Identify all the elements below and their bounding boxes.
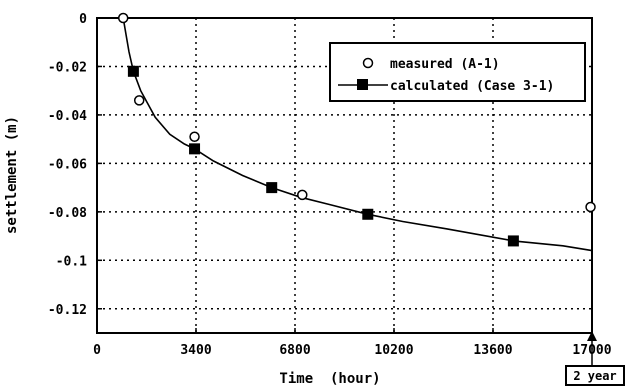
measured-point [585,201,596,213]
legend-calculated-marker [357,79,368,90]
calculated-point [189,143,201,155]
x-tick-label: 10200 [374,343,413,358]
x-tick-label: 0 [93,343,101,358]
calculated-point [266,182,278,194]
x-tick-labels: 0 3400 6800 10200 13600 17000 [93,343,612,358]
y-tick-label: -0.06 [48,157,87,172]
legend-calculated-label: calculated (Case 3-1) [390,79,554,94]
y-tick-label: -0.02 [48,60,87,75]
y-tick-label: -0.04 [48,109,87,124]
measured-point [189,131,200,142]
calculated-point [127,65,139,77]
legend: measured (A-1) calculated (Case 3-1) [329,42,586,102]
legend-box [329,42,586,102]
calculated-point [507,235,519,247]
plot-frame [96,17,593,334]
x-axis-title: Time (hour) [279,371,380,387]
y-tick-label: 0 [79,12,87,27]
x-tick-label: 13600 [473,343,512,358]
y-tick-label: -0.08 [48,206,87,221]
legend-measured-marker [362,57,374,69]
time-annotation: 2 year [565,331,625,386]
x-tick-label: 6800 [279,343,310,358]
y-axis-title: settlement (m) [4,116,20,234]
calculated-point [362,208,374,220]
annotation-label: 2 year [573,369,616,383]
axes [96,17,593,334]
annotation-box [565,365,625,386]
y-tick-labels: 0 -0.02 -0.04 -0.06 -0.08 -0.1 -0.12 [48,12,87,318]
measured-point [297,189,308,201]
y-tick-label: -0.1 [56,254,87,269]
annotation-arrowhead [587,331,597,341]
legend-measured-label: measured (A-1) [390,57,500,72]
measured-point [133,95,145,106]
measured-point [117,12,129,24]
x-tick-label: 3400 [180,343,211,358]
data-points [117,12,596,247]
y-tick-label: -0.12 [48,303,87,318]
